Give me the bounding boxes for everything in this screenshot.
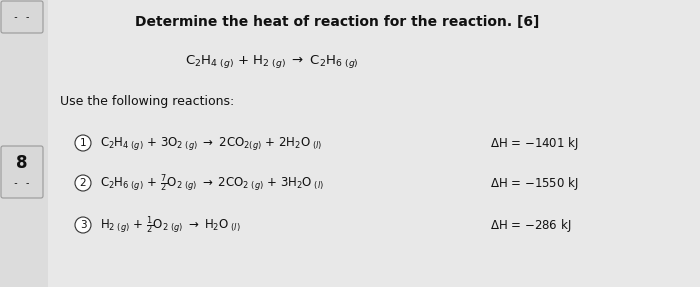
Text: 8: 8 [16, 154, 28, 172]
Text: 1: 1 [80, 138, 86, 148]
Text: - -: - - [13, 12, 31, 22]
Text: - -: - - [13, 178, 31, 188]
FancyBboxPatch shape [1, 1, 43, 33]
Bar [0, 0, 48, 287]
Circle shape [75, 175, 91, 191]
Text: $\Delta$H = $-$1401 kJ: $\Delta$H = $-$1401 kJ [490, 135, 579, 152]
Text: 2: 2 [80, 178, 86, 188]
Text: Determine the heat of reaction for the reaction. [6]: Determine the heat of reaction for the r… [135, 15, 540, 29]
Text: C$_2$H$_{6\ (g)}$ + $\frac{7}{2}$O$_{2\ (g)}$ $\rightarrow$ 2CO$_{2\ (g)}$ + 3H$: C$_2$H$_{6\ (g)}$ + $\frac{7}{2}$O$_{2\ … [100, 172, 324, 194]
Text: Use the following reactions:: Use the following reactions: [60, 96, 234, 108]
Text: C$_2$H$_{4\ (g)}$ + H$_{2\ (g)}$ $\rightarrow$ C$_2$H$_{6\ (g)}$: C$_2$H$_{4\ (g)}$ + H$_{2\ (g)}$ $\right… [185, 53, 358, 71]
Text: C$_2$H$_{4\ (g)}$ + 3O$_{2\ (g)}$ $\rightarrow$ 2CO$_{2(g)}$ + 2H$_2$O$_{\ (l)}$: C$_2$H$_{4\ (g)}$ + 3O$_{2\ (g)}$ $\righ… [100, 135, 323, 152]
FancyBboxPatch shape [1, 146, 43, 198]
Text: $\Delta$H = $-$286 kJ: $\Delta$H = $-$286 kJ [490, 216, 571, 234]
Text: 3: 3 [80, 220, 86, 230]
Circle shape [75, 217, 91, 233]
Circle shape [75, 135, 91, 151]
Text: $\Delta$H = $-$1550 kJ: $\Delta$H = $-$1550 kJ [490, 174, 579, 191]
Text: H$_{2\ (g)}$ + $\frac{1}{2}$O$_{2\ (g)}$ $\rightarrow$ H$_2$O$_{\ (l)}$: H$_{2\ (g)}$ + $\frac{1}{2}$O$_{2\ (g)}$… [100, 214, 241, 236]
